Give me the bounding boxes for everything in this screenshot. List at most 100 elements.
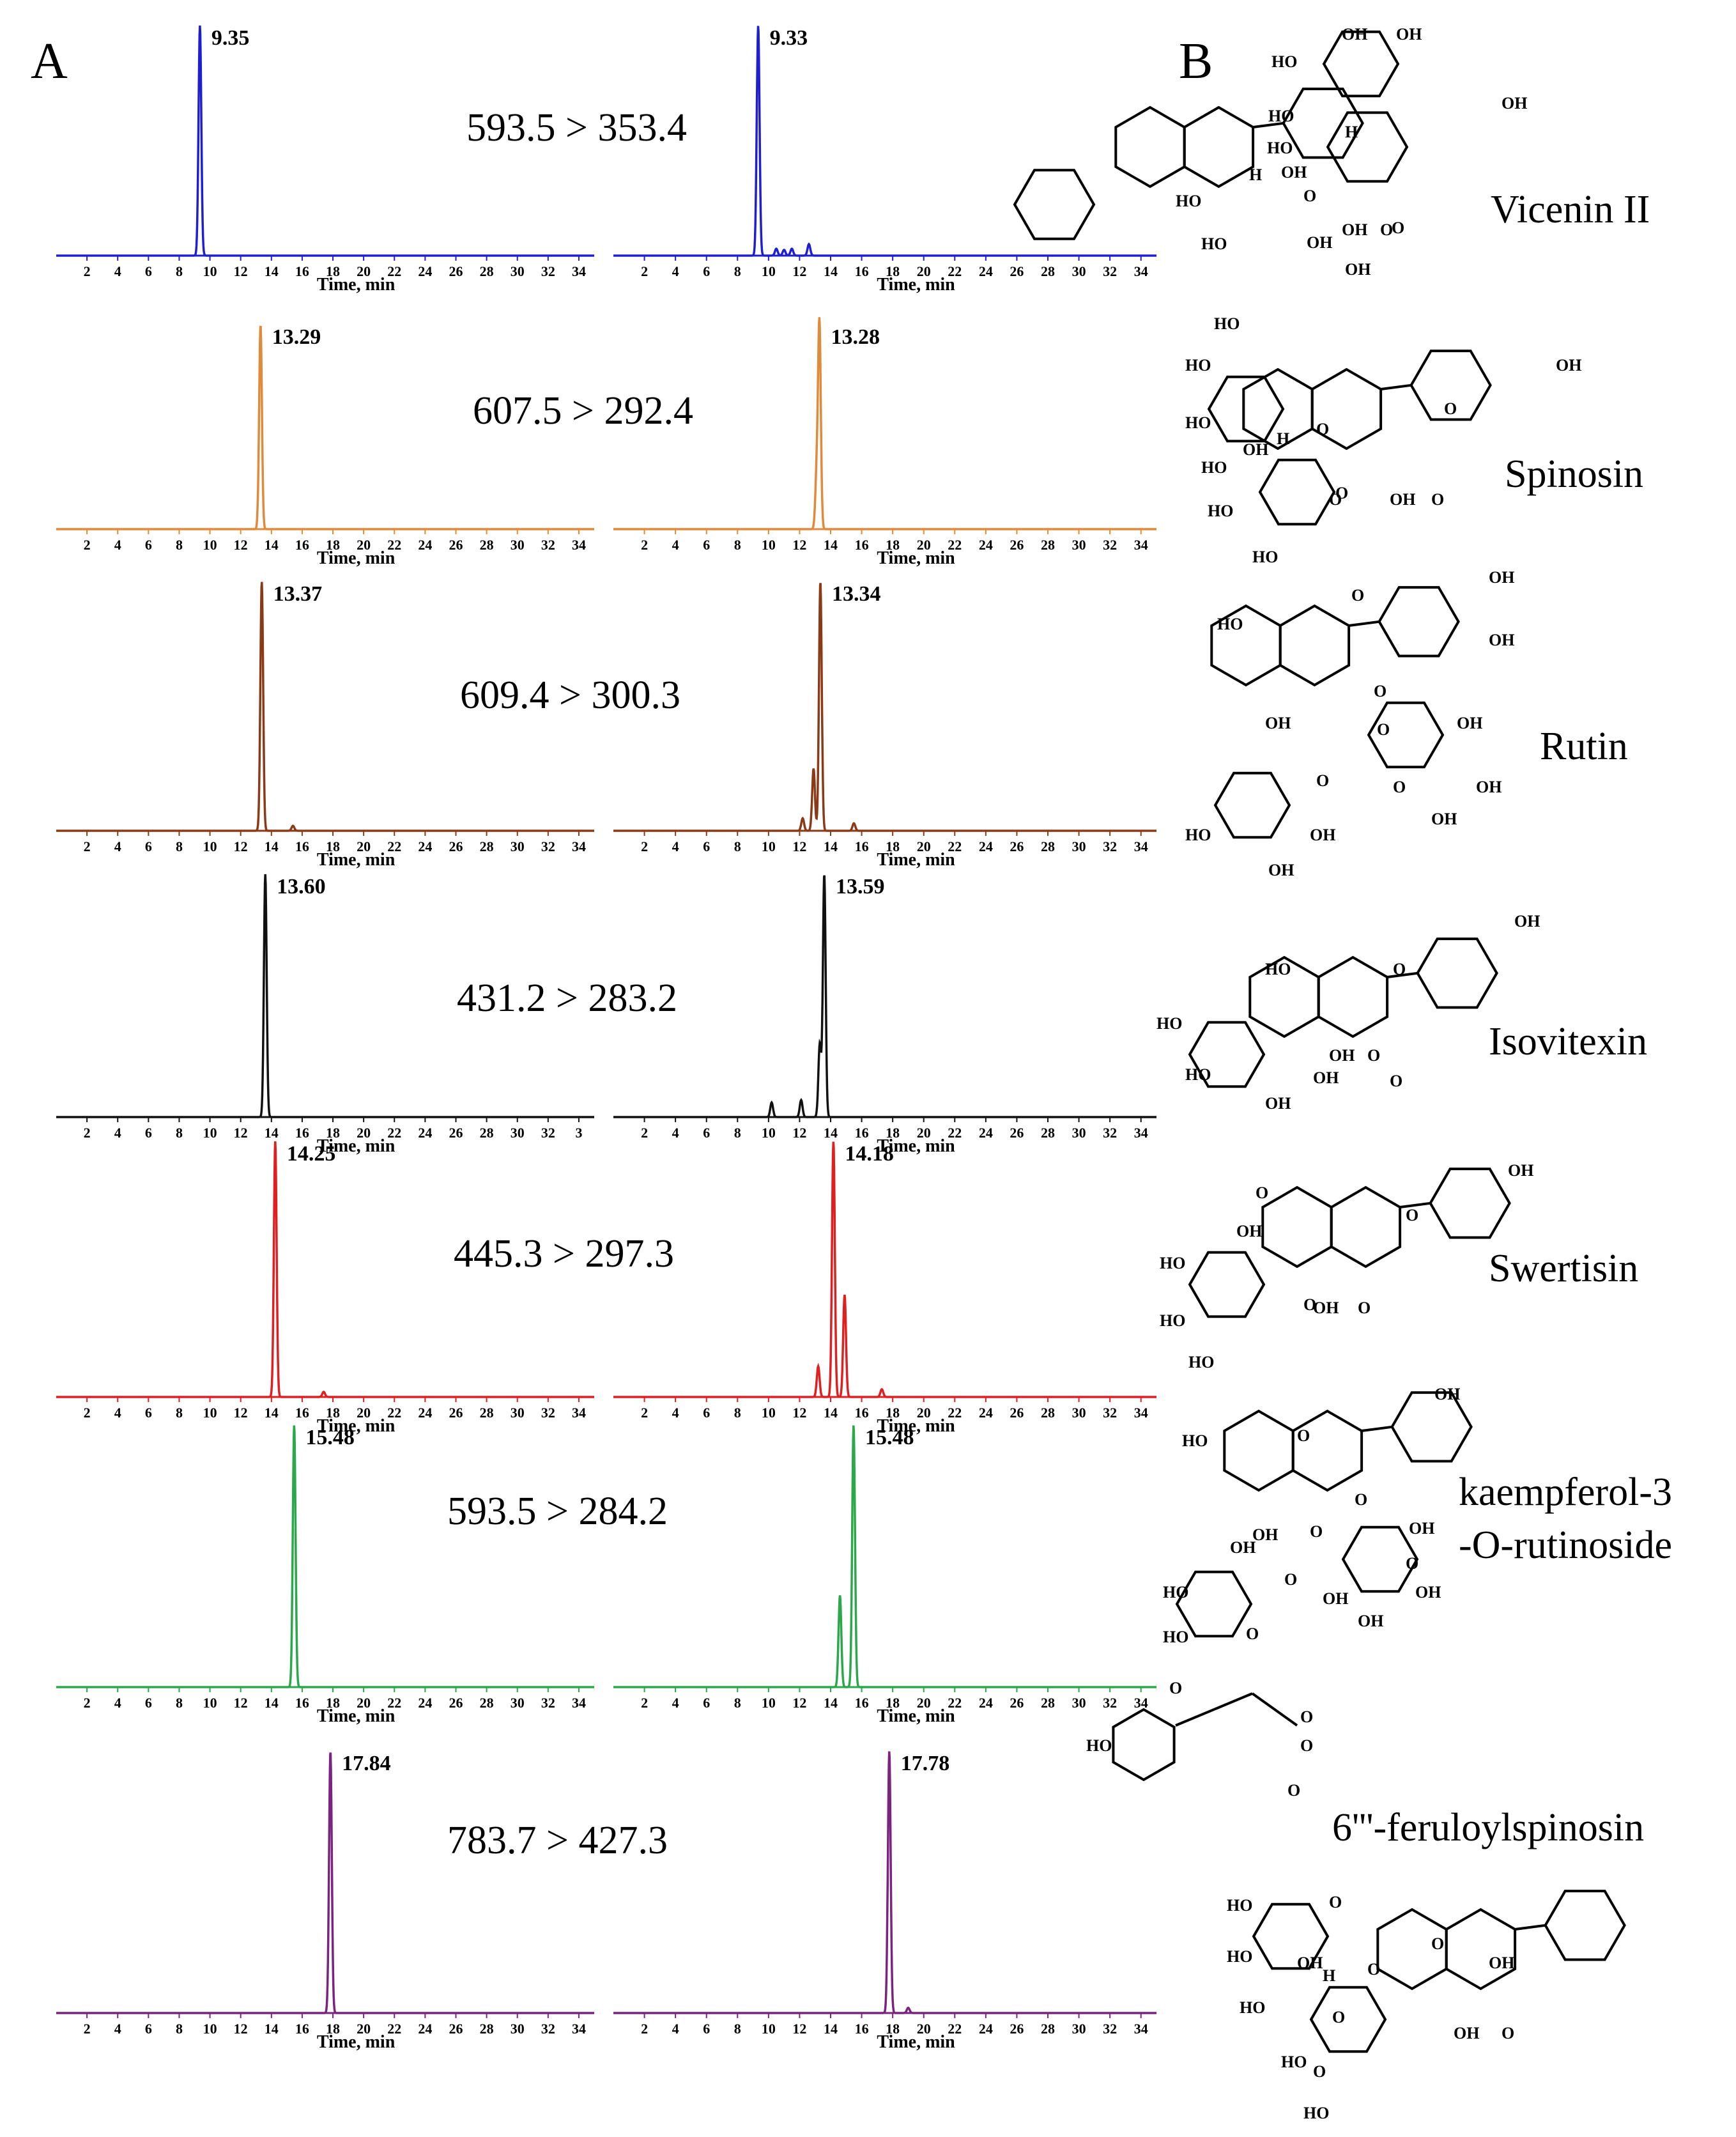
feruloyl-ring — [1112, 1708, 1176, 1782]
trace-line — [56, 582, 594, 832]
atom-label: HO — [1271, 52, 1297, 71]
x-tick-label: 16 — [295, 263, 309, 279]
x-tick-label: 22 — [387, 1405, 401, 1421]
x-tick-label: 20 — [917, 537, 931, 553]
atom-label: HO — [1163, 1628, 1188, 1646]
x-tick-label: 32 — [1103, 1695, 1117, 1711]
atom-label: OH — [1243, 440, 1268, 459]
x-tick-label: 4 — [114, 1125, 121, 1141]
atom-label: O — [1246, 1624, 1259, 1643]
x-tick-label: 28 — [480, 537, 494, 553]
x-tick-label: 18 — [326, 838, 340, 854]
x-tick-label: 4 — [672, 537, 679, 553]
x-tick-label: 30 — [511, 1405, 525, 1421]
atom-label: O — [1329, 490, 1342, 509]
compound-name-kaempferol-line2: -O-rutinoside — [1459, 1524, 1672, 1567]
atom-label: O — [1502, 2024, 1514, 2042]
x-tick-label: 6 — [145, 2021, 152, 2037]
x-tick-label: 12 — [792, 1405, 806, 1421]
x-tick-label: 24 — [979, 263, 993, 279]
x-tick-label: 6 — [703, 838, 710, 854]
x-tick-label: 14 — [824, 838, 838, 854]
atom-label: OH — [1489, 631, 1514, 649]
atom-label: HO — [1281, 2053, 1307, 2071]
spinosin-sugar-1 — [1207, 375, 1285, 443]
x-tick-label: 28 — [480, 1405, 494, 1421]
x-tick-label: 18 — [326, 263, 340, 279]
x-tick-label: 28 — [480, 1695, 494, 1711]
x-axis-title: Time, min — [877, 2032, 955, 2052]
x-tick-label: 10 — [762, 1405, 776, 1421]
kaempferol-ring-b — [1390, 1391, 1473, 1463]
x-tick-label: 28 — [1041, 263, 1055, 279]
atom-label: O — [1284, 1570, 1297, 1589]
x-tick-label: 6 — [703, 1125, 710, 1141]
x-tick-label: 26 — [449, 2021, 463, 2037]
x-tick-label: 34 — [572, 1695, 586, 1711]
chromatogram-1-right: 13.282 4 6 8 10 12 14 16 18 20 22 24 26 28 30 32 34Time,… — [613, 317, 1156, 568]
atom-label: OH — [1342, 25, 1367, 43]
x-axis-title: Time, min — [877, 1706, 955, 1726]
vicenin-ii-ring-a — [1114, 105, 1186, 189]
x-tick-label: 30 — [511, 1695, 525, 1711]
isovitexin-ring-b — [1416, 937, 1498, 1009]
x-tick-label: 8 — [176, 2021, 183, 2037]
x-tick-label: 6 — [145, 1405, 152, 1421]
x-tick-label: 22 — [948, 537, 962, 553]
x-tick-label: 30 — [511, 537, 525, 553]
x-tick-label: 12 — [234, 838, 248, 854]
x-tick-label: 26 — [1010, 1405, 1024, 1421]
atom-label: O — [1393, 778, 1406, 796]
x-tick-label: 22 — [387, 263, 401, 279]
atom-label: O — [1313, 2062, 1326, 2081]
atom-label: OH — [1434, 1385, 1460, 1403]
x-tick-label: 12 — [792, 838, 806, 854]
x-tick-label: 10 — [762, 537, 776, 553]
x-tick-label: 16 — [295, 537, 309, 553]
atom-label: O — [1310, 1522, 1323, 1541]
x-tick-label: 34 — [1134, 1405, 1148, 1421]
peak-label: 17.84 — [342, 1752, 391, 1775]
x-tick-label: 24 — [418, 1695, 432, 1711]
x-tick-label: 20 — [357, 2021, 371, 2037]
swertisin-link — [1399, 1201, 1431, 1208]
x-tick-label: 4 — [114, 537, 121, 553]
x-tick-label: 2 — [84, 537, 91, 553]
chromatogram-3-left: 13.602 4 6 8 10 12 14 16 18 20 22 24 26 28 30 32 3Time, … — [56, 874, 594, 1156]
x-tick-label: 34 — [572, 2021, 586, 2037]
x-tick-label: 18 — [326, 1125, 340, 1141]
atom-label: O — [1367, 1046, 1380, 1065]
atom-label: HO — [1240, 1998, 1265, 2017]
transition-label-5: 445.3 > 297.3 — [454, 1232, 674, 1276]
atom-label: HO — [1227, 1896, 1252, 1915]
x-tick-label: 16 — [855, 838, 869, 854]
atom-label: O — [1287, 1781, 1300, 1800]
x-tick-label: 6 — [145, 1125, 152, 1141]
atom-label: OH — [1431, 810, 1457, 828]
x-tick-label: 24 — [418, 2021, 432, 2037]
x-axis-title: Time, min — [877, 1416, 955, 1436]
transition-label-1: 593.5 > 353.4 — [466, 106, 687, 150]
x-tick-label: 28 — [1041, 2021, 1055, 2037]
x-tick-label: 4 — [672, 2021, 679, 2037]
x-tick-label: 34 — [1134, 263, 1148, 279]
atom-label: OH — [1489, 1954, 1514, 1972]
x-tick-label: 34 — [572, 537, 586, 553]
spinosin-link — [1380, 383, 1411, 390]
x-tick-label: 26 — [449, 838, 463, 854]
atom-label: OH — [1415, 1583, 1441, 1601]
x-tick-label: 14 — [824, 263, 838, 279]
atom-label: O — [1300, 1736, 1313, 1755]
atom-label: HO — [1176, 192, 1201, 210]
trace-line — [56, 1141, 594, 1398]
atom-label: OH — [1514, 912, 1540, 930]
atom-label: O — [1316, 771, 1329, 790]
x-tick-label: 30 — [1072, 1125, 1086, 1141]
x-tick-label: 34 — [572, 1405, 586, 1421]
x-tick-label: 12 — [234, 1405, 248, 1421]
x-axis-title: Time, min — [877, 548, 955, 568]
x-tick-label: 8 — [734, 1695, 741, 1711]
x-tick-label: 34 — [572, 838, 586, 854]
